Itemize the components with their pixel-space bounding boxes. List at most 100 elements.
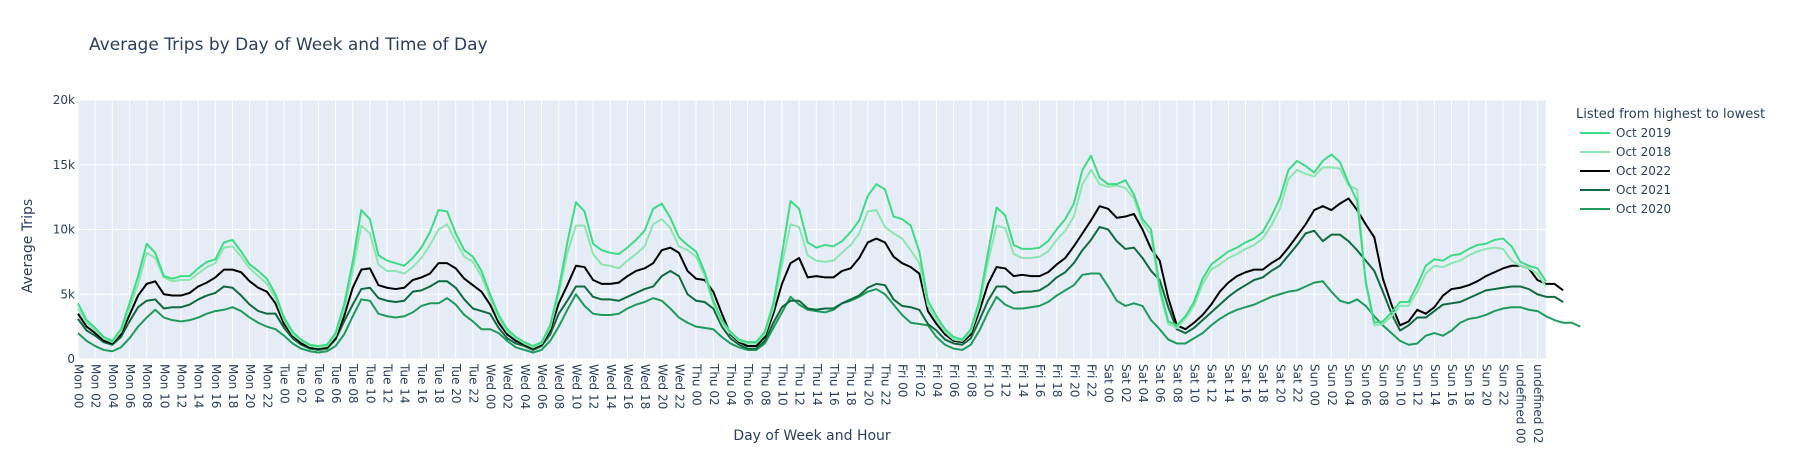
x-tick-label: Fri 06: [947, 364, 961, 397]
x-tick-label: undefined 00: [1514, 364, 1528, 443]
x-tick-label: Fri 10: [981, 364, 995, 397]
legend-label: Oct 2018: [1616, 145, 1671, 159]
x-tick-label: Wed 10: [569, 364, 583, 409]
x-tick-label: Wed 22: [672, 364, 686, 409]
x-tick-label: Tue 02: [295, 363, 309, 404]
x-tick-label: Mon 08: [140, 364, 154, 408]
x-tick-label: Mon 22: [260, 364, 274, 408]
x-tick-label: Tue 12: [381, 363, 395, 404]
x-tick-label: Fri 02: [913, 364, 927, 397]
series-line: [77, 153, 1547, 348]
legend-label: Oct 2020: [1616, 202, 1671, 216]
y-tick-label: 20k: [53, 93, 75, 107]
x-tick-label: Sat 18: [1256, 364, 1270, 403]
x-tick-label: Mon 12: [175, 364, 189, 408]
x-tick-label: Fri 00: [896, 364, 910, 397]
x-tick-label: Sun 06: [1359, 364, 1373, 406]
x-tick-label: Thu 20: [861, 363, 875, 406]
x-tick-label: Fri 18: [1050, 364, 1064, 397]
x-tick-label: Mon 00: [72, 364, 86, 408]
x-tick-label: Sat 00: [1102, 364, 1116, 403]
x-tick-label: Mon 06: [123, 364, 137, 408]
x-tick-label: Tue 10: [363, 363, 377, 404]
x-tick-label: Sat 14: [1222, 364, 1236, 403]
x-tick-label: Mon 20: [243, 364, 257, 408]
x-tick-label: Thu 00: [690, 363, 704, 406]
legend-title: Listed from highest to lowest: [1576, 107, 1765, 122]
x-tick-label: Thu 10: [775, 363, 789, 406]
x-axis-title: Day of Week and Hour: [733, 428, 891, 444]
x-tick-label: Mon 02: [89, 364, 103, 408]
y-axis-title: Average Trips: [20, 199, 36, 293]
x-tick-label: Tue 22: [466, 363, 480, 404]
legend-label: Oct 2021: [1616, 183, 1671, 197]
x-tick-label: Sat 16: [1239, 364, 1253, 403]
y-tick-label: 0: [67, 352, 75, 366]
x-tick-label: Thu 04: [724, 363, 738, 406]
x-tick-label: Tue 08: [346, 363, 360, 404]
x-tick-label: Fri 20: [1067, 364, 1081, 397]
x-tick-label: Wed 08: [552, 364, 566, 409]
x-tick-label: Fri 04: [930, 364, 944, 397]
x-tick-label: Sun 14: [1428, 364, 1442, 406]
x-tick-label: Wed 14: [604, 364, 618, 409]
x-tick-label: Wed 20: [655, 364, 669, 409]
x-tick-label: Sun 08: [1376, 364, 1390, 406]
x-tick-label: Tue 14: [398, 363, 412, 404]
x-tick-label: Sun 18: [1462, 364, 1476, 406]
x-tick-label: Tue 16: [415, 363, 429, 404]
x-tick-label: Tue 18: [432, 363, 446, 404]
x-tick-label: Thu 02: [707, 363, 721, 406]
x-tick-label: Mon 16: [209, 364, 223, 408]
x-tick-label: Mon 04: [106, 364, 120, 408]
x-tick-label: Sun 04: [1342, 364, 1356, 406]
y-tick-label: 10k: [53, 223, 75, 237]
x-tick-label: Sat 04: [1136, 364, 1150, 403]
x-tick-label: Thu 14: [810, 363, 824, 406]
x-tick-label: Thu 08: [758, 363, 772, 406]
x-tick-label: Wed 02: [501, 364, 515, 409]
x-tick-label: undefined 02: [1531, 364, 1545, 443]
legend-label: Oct 2019: [1616, 126, 1671, 140]
series-line: [77, 272, 1581, 354]
y-tick-label: 15k: [53, 158, 75, 172]
x-tick-label: Mon 18: [226, 364, 240, 408]
x-tick-label: Sun 20: [1479, 364, 1493, 406]
x-tick-label: Fri 22: [1085, 364, 1099, 397]
x-tick-label: Wed 12: [587, 364, 601, 409]
x-tick-label: Sun 02: [1325, 364, 1339, 406]
x-tick-label: Wed 04: [518, 364, 532, 409]
legend-label: Oct 2022: [1616, 164, 1671, 178]
x-tick-label: Sat 22: [1291, 364, 1305, 403]
x-tick-label: Thu 06: [741, 363, 755, 406]
series-line: [77, 225, 1564, 351]
legend: Oct 2019 Oct 2018 Oct 2022 Oct 2021 Oct 2020: [1580, 126, 1671, 216]
x-tick-label: Tue 00: [278, 363, 292, 404]
x-tick-label: Thu 18: [844, 363, 858, 406]
series-line: [77, 197, 1564, 350]
x-tick-label: Fri 14: [1016, 364, 1030, 397]
x-tick-label: Thu 22: [878, 363, 892, 406]
x-tick-label: Sun 22: [1497, 364, 1511, 406]
x-tick-label: Sat 06: [1153, 364, 1167, 403]
x-tick-label: Sat 08: [1170, 364, 1184, 403]
x-tick-label: Wed 00: [484, 364, 498, 409]
x-tick-label: Sat 02: [1119, 364, 1133, 403]
series-line: [77, 166, 1547, 349]
x-tick-label: Sun 00: [1308, 364, 1322, 406]
x-tick-label: Wed 16: [621, 364, 635, 409]
x-tick-label: Fri 08: [964, 364, 978, 397]
x-tick-label: Sat 10: [1188, 364, 1202, 403]
chart-title: Average Trips by Day of Week and Time of…: [89, 35, 488, 55]
x-tick-label: Wed 06: [535, 364, 549, 409]
x-tick-label: Wed 18: [638, 364, 652, 409]
x-tick-label: Sun 10: [1394, 364, 1408, 406]
x-tick-label: Thu 12: [793, 363, 807, 406]
x-tick-label: Mon 14: [192, 364, 206, 408]
x-tick-label: Thu 16: [827, 363, 841, 406]
x-tick-label: Sat 20: [1273, 364, 1287, 403]
x-tick-label: Tue 06: [329, 363, 343, 404]
